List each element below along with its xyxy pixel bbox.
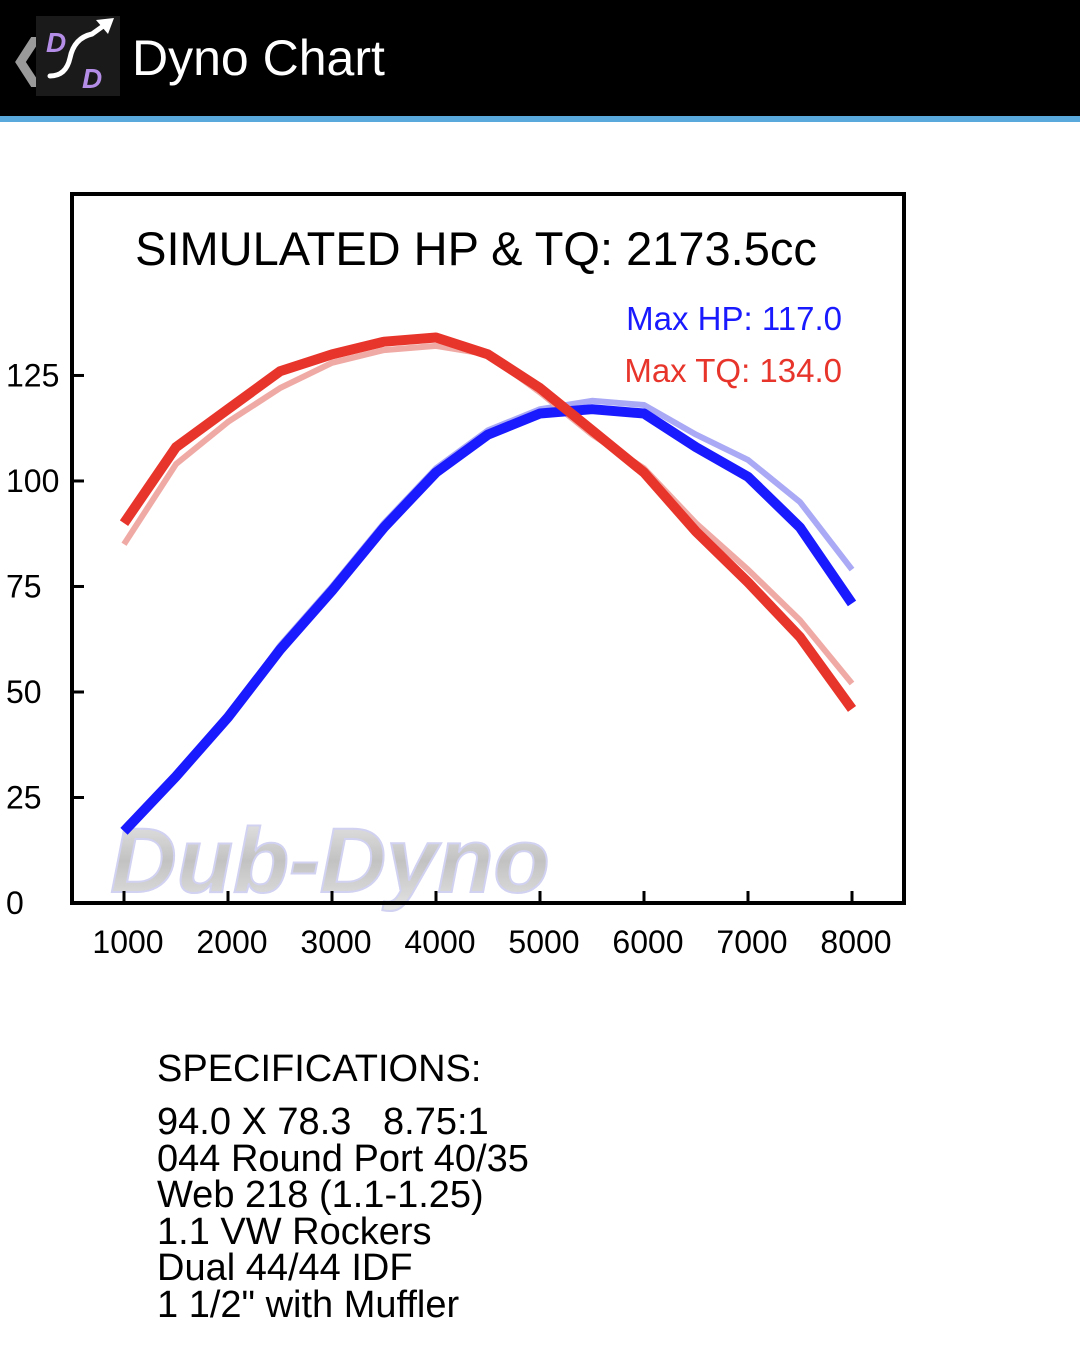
x-tick-label: 5000 (508, 924, 579, 960)
spec-line: Web 218 (1.1-1.25) (157, 1174, 484, 1216)
dub-dyno-logo-icon: D D (36, 16, 120, 96)
series-line-hp (120, 404, 857, 835)
y-tick-label: 125 (6, 357, 59, 393)
x-tick-label: 4000 (404, 924, 475, 960)
series-line-tq_compare (121, 342, 855, 686)
x-tick-label: 7000 (716, 924, 787, 960)
specifications-panel: SPECIFICATIONS: 94.0 X 78.3 8.75:1 044 R… (157, 1048, 977, 1323)
watermark-dub-dyno: Dub-Dyno (110, 810, 549, 912)
page-title: Dyno Chart (132, 30, 385, 86)
ticks-layer: 1000 2000 3000 4000 5000 6000 7000 8000 0 25 50 75 1… (6, 357, 892, 960)
plot-frame (70, 192, 906, 905)
action-bar-divider (0, 116, 1080, 122)
series-layer (119, 332, 857, 835)
logo-letter-bottom: D (82, 63, 102, 94)
x-tick-label: 6000 (612, 924, 683, 960)
y-tick-label: 75 (6, 568, 42, 604)
y-tick-label: 50 (6, 674, 42, 710)
dyno-chart: Dub-Dyno 1000 2000 3000 4000 5000 6000 7000 800… (0, 150, 1080, 980)
series-line-hp_compare (121, 397, 855, 834)
chart-title: SIMULATED HP & TQ: 2173.5cc (135, 222, 817, 275)
x-tick-label: 8000 (820, 924, 891, 960)
action-bar: ❮ D D Dyno Chart (0, 0, 1080, 116)
spec-line: 044 Round Port 40/35 (157, 1137, 529, 1180)
up-navigation-button[interactable]: ❮ D D (0, 0, 120, 116)
logo-letter-top: D (46, 27, 66, 58)
legend-max-hp: Max HP: 117.0 (626, 300, 842, 337)
x-tick-label: 3000 (300, 924, 371, 960)
dyno-chart-svg: Dub-Dyno 1000 2000 3000 4000 5000 6000 7000 800… (6, 192, 906, 960)
y-tick-label: 0 (6, 885, 24, 921)
spec-line: 1.1 VW Rockers (157, 1210, 432, 1253)
y-tick-label: 100 (6, 463, 59, 499)
spec-line: Dual 44/44 IDF (157, 1247, 413, 1289)
legend-max-tq: Max TQ: 134.0 (624, 352, 842, 389)
x-tick-label: 2000 (196, 924, 267, 960)
y-tick-label: 25 (6, 779, 42, 815)
spec-line: 94.0 X 78.3 8.75:1 (157, 1101, 489, 1143)
x-tick-label: 1000 (92, 924, 163, 960)
series-line-tq (119, 332, 857, 712)
specifications-title: SPECIFICATIONS: (157, 1048, 482, 1090)
spec-line: 1 1/2" with Muffler (157, 1283, 460, 1326)
